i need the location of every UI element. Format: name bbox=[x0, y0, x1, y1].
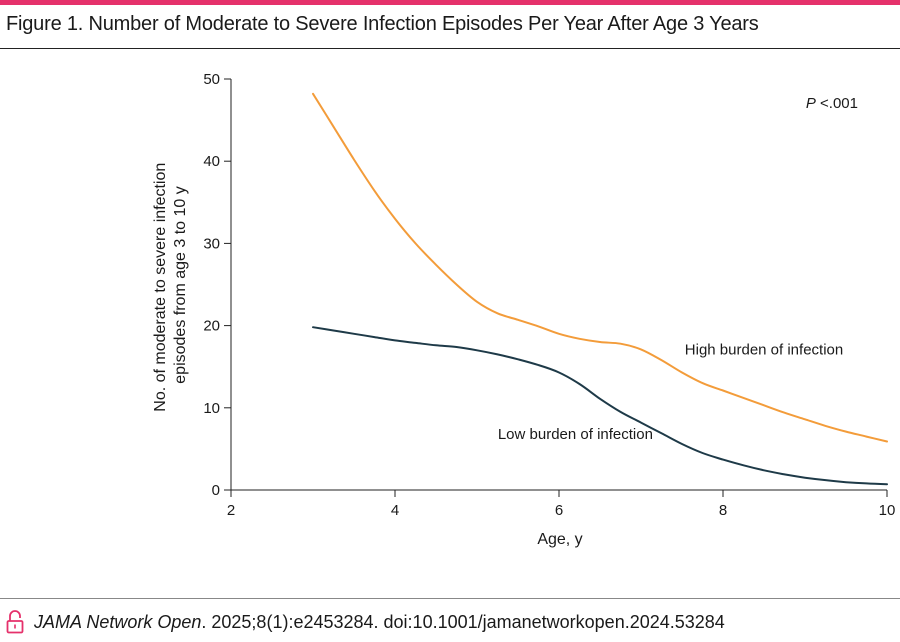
citation-text: . 2025;8(1):e2453284. doi:10.1001/jamane… bbox=[201, 611, 725, 632]
y-tick-label: 50 bbox=[203, 71, 220, 88]
series-label: Low burden of infection bbox=[498, 426, 653, 443]
y-tick-label: 10 bbox=[203, 400, 220, 417]
x-tick-label: 2 bbox=[227, 502, 235, 519]
p-label: P bbox=[806, 95, 816, 112]
open-access-lock-icon bbox=[6, 610, 24, 634]
x-tick-label: 4 bbox=[391, 502, 399, 519]
figure-title: Figure 1. Number of Moderate to Severe I… bbox=[6, 13, 759, 35]
series-line-low-burden-of-infection bbox=[312, 326, 888, 486]
journal-name: JAMA Network Open bbox=[34, 611, 202, 632]
citation: JAMA Network Open. 2025;8(1):e2453284. d… bbox=[6, 610, 725, 634]
series-labels: High burden of infection Low burden of in… bbox=[498, 341, 843, 443]
series-line-high-burden-of-infection bbox=[312, 92, 888, 443]
x-axis: 2 4 6 8 10 bbox=[227, 489, 896, 519]
y-axis: 0 10 20 30 40 50 bbox=[203, 71, 232, 499]
x-axis-title: Age, y bbox=[537, 531, 582, 548]
y-axis-title-line-1: No. of moderate to severe infection bbox=[152, 163, 169, 412]
p-value-annotation: P <.001 bbox=[806, 95, 858, 112]
top-accent-rule bbox=[0, 0, 900, 5]
y-tick-label: 30 bbox=[203, 235, 220, 252]
y-tick-label: 20 bbox=[203, 318, 220, 335]
line-chart: 0 10 20 30 40 50 2 4 6 8 10 High burden of infect… bbox=[152, 71, 896, 548]
x-tick-label: 10 bbox=[879, 502, 896, 519]
y-tick-label: 0 bbox=[212, 482, 220, 499]
p-value: <.001 bbox=[816, 95, 858, 112]
y-axis-title: No. of moderate to severe infection epis… bbox=[152, 158, 189, 411]
y-tick-label: 40 bbox=[203, 153, 220, 170]
title-divider bbox=[0, 48, 900, 49]
x-tick-label: 6 bbox=[555, 502, 563, 519]
y-axis-title-line-2: episodes from age 3 to 10 y bbox=[172, 186, 189, 383]
series-label: High burden of infection bbox=[685, 341, 843, 358]
series-lines bbox=[312, 92, 888, 486]
footer-divider bbox=[0, 598, 900, 599]
x-tick-label: 8 bbox=[719, 502, 727, 519]
